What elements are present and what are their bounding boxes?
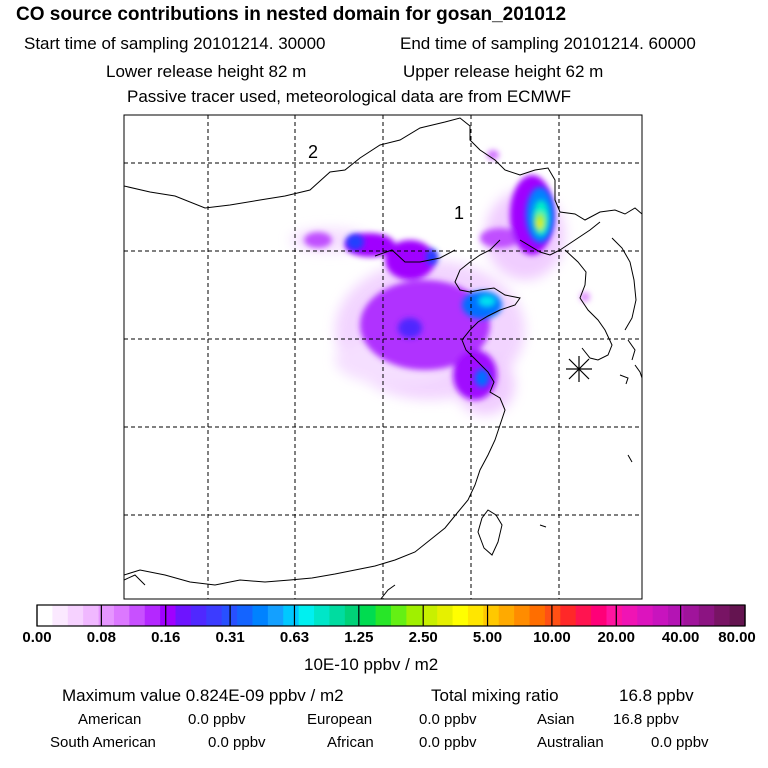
colorbar-cell: [391, 605, 407, 626]
lower-release-label: Lower release height 82 m: [106, 62, 307, 81]
colorbar-cell: [621, 605, 638, 626]
colorbar-frame: [36, 604, 746, 627]
colorbar-cell: [237, 605, 254, 626]
colorbar-cell: [267, 605, 284, 626]
colorbar-cell: [498, 605, 515, 626]
lat-lon-grid: [124, 115, 642, 599]
tracer-info-label: Passive tracer used, meteorological data…: [127, 87, 572, 106]
region-label-2: 2: [308, 142, 319, 162]
colorbar-cell: [329, 605, 346, 626]
colorbar-tick-label: 0.08: [86, 629, 116, 646]
colorbar-cell: [206, 605, 223, 626]
colorbar-tick-label: 2.50: [408, 629, 438, 646]
asterisk-icon: [566, 356, 592, 382]
colorbar-cell: [298, 605, 315, 626]
asian-label: Asian: [537, 711, 575, 728]
colorbar-cell: [514, 605, 531, 626]
colorbar-tick-label: 0.31: [215, 629, 245, 646]
colorbar-cell: [406, 605, 423, 626]
colorbar-cell: [283, 605, 300, 626]
african-label: African: [327, 734, 374, 751]
south-american-value: 0.0 ppbv: [208, 734, 266, 751]
colorbar-cell: [375, 605, 392, 626]
end-time-label: End time of sampling 20101214. 60000: [400, 34, 696, 53]
total-mixing-label: Total mixing ratio: [431, 686, 559, 705]
australian-value: 0.0 ppbv: [651, 734, 709, 751]
colorbar-cell: [483, 605, 500, 626]
colorbar-cell: [98, 605, 115, 626]
upper-release-label: Upper release height 62 m: [403, 62, 604, 81]
coastlines: [124, 117, 642, 599]
colorbar-cell: [129, 605, 146, 626]
colorbar-cell: [714, 605, 731, 626]
american-label: American: [78, 711, 142, 728]
colorbar-cell: [190, 605, 207, 626]
australian-label: Australian: [537, 734, 604, 751]
colorbar-tick-label: 0.16: [151, 629, 181, 646]
colorbar-cell: [729, 605, 746, 626]
colorbar-cell: [37, 605, 53, 626]
region-label-1: 1: [454, 203, 465, 223]
colorbar-cell: [575, 605, 592, 626]
colorbar-cell: [252, 605, 269, 626]
colorbar-cell: [560, 605, 577, 626]
south-american-label: South American: [50, 734, 156, 751]
colorbar-tick-label: 10.00: [533, 629, 571, 646]
total-mixing-value: 16.8 ppbv: [619, 686, 694, 705]
map-frame: [123, 114, 643, 600]
colorbar-tick-label: 0.00: [22, 629, 52, 646]
american-value: 0.0 ppbv: [188, 711, 246, 728]
colorbar-cell: [606, 605, 623, 626]
colorbar-cell: [467, 605, 484, 626]
colorbar-cell: [452, 605, 469, 626]
concentration-field: [124, 115, 642, 599]
colorbar-cell: [421, 605, 438, 626]
colorbar-cell: [652, 605, 669, 626]
colorbar-tick-label: 1.25: [344, 629, 374, 646]
colorbar-cell: [591, 605, 608, 626]
colorbar-cell: [698, 605, 715, 626]
plot-title: CO source contributions in nested domain…: [16, 4, 567, 25]
colorbar-cell: [144, 605, 161, 626]
colorbar-cell: [314, 605, 331, 626]
colorbar-tick-label: 5.00: [472, 629, 503, 646]
colorbar-cell: [529, 605, 546, 626]
colorbar-tick-label: 40.00: [661, 629, 700, 646]
colorbar-cell: [52, 605, 69, 626]
colorbar-cell: [344, 605, 361, 626]
colorbar-cell: [683, 605, 700, 626]
colorbar-cell: [437, 605, 454, 626]
colorbar-cell: [67, 605, 84, 626]
colorbar-cell: [83, 605, 100, 626]
colorbar-tick-label: 20.00: [597, 629, 636, 646]
colorbar: [37, 605, 746, 626]
asian-value: 16.8 ppbv: [613, 711, 679, 728]
african-value: 0.0 ppbv: [419, 734, 477, 751]
colorbar-cell: [360, 605, 377, 626]
colorbar-tick-label: 80.00: [718, 629, 756, 646]
colorbar-cell: [113, 605, 130, 626]
colorbar-cell: [544, 605, 561, 626]
start-time-label: Start time of sampling 20101214. 30000: [24, 34, 326, 53]
max-value-label: Maximum value 0.824E-09 ppbv / m2: [62, 686, 344, 705]
colorbar-cell: [160, 605, 177, 626]
colorbar-cell: [175, 605, 192, 626]
colorbar-cell: [668, 605, 685, 626]
colorbar-tick-label: 0.63: [279, 629, 310, 646]
colorbar-cell: [637, 605, 654, 626]
european-label: European: [307, 711, 373, 728]
colorbar-unit: 10E-10 ppbv / m2: [304, 655, 439, 674]
european-value: 0.0 ppbv: [419, 711, 477, 728]
